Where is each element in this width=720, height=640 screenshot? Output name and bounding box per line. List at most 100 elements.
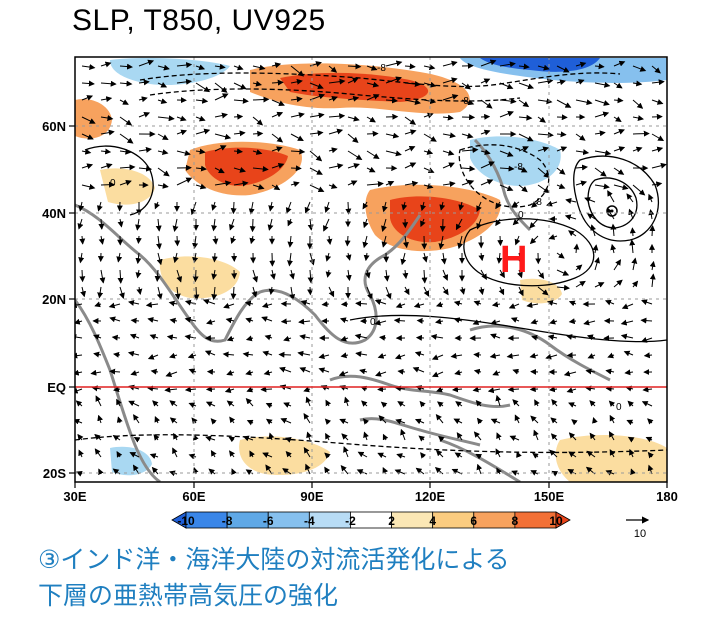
wind-vector (437, 401, 444, 408)
wind-vector (531, 201, 539, 208)
caption: ③インド洋・海洋大陸の対流活発化による 下層の亜熱帯高気圧の強化 (38, 542, 718, 614)
wind-vector (438, 235, 445, 250)
wind-vector (620, 319, 634, 326)
wind-vector (518, 286, 524, 297)
wind-vector (290, 165, 302, 172)
wind-vector (480, 179, 494, 186)
wind-vector (169, 317, 178, 324)
wind-vector (195, 165, 207, 172)
wind-vector (473, 368, 482, 375)
wind-vector (490, 333, 501, 340)
shade-warm-north-core (280, 72, 429, 102)
wind-vector (609, 414, 616, 424)
wind-vector (267, 218, 274, 231)
wind-vector (575, 61, 587, 68)
wind-vector (157, 64, 170, 71)
wind-vector (604, 299, 615, 306)
wind-vector (224, 387, 235, 393)
wind-vector (246, 419, 254, 426)
wind-vector (547, 334, 558, 341)
wind-vector (347, 115, 360, 122)
wind-vector (556, 65, 570, 73)
wind-vector (157, 182, 169, 189)
wind-vector (129, 452, 140, 458)
lon-label-60e: 60E (182, 489, 205, 504)
wind-vector (568, 402, 577, 408)
lon-label-30e: 30E (63, 489, 86, 504)
colorbar-tick-label: -4 (304, 514, 315, 528)
wind-vector (379, 334, 387, 341)
wind-vector (252, 116, 264, 126)
wind-vector (263, 369, 273, 376)
wind-vector (556, 167, 566, 175)
wind-vector (324, 418, 332, 425)
wind-vector (347, 63, 362, 70)
wind-vector (81, 64, 96, 70)
wind-vector (325, 432, 331, 441)
wind-vector (347, 95, 360, 102)
wind-vector (613, 60, 626, 67)
wind-vector (113, 351, 121, 358)
wind-vector (480, 78, 491, 84)
wind-vector (75, 387, 83, 394)
wind-vector (100, 148, 112, 155)
wind-vector (204, 350, 216, 356)
caption-line-1: ③インド洋・海洋大陸の対流活発化による (38, 545, 510, 574)
wind-vector (383, 269, 390, 282)
wind-vector (328, 183, 338, 189)
wind-vector (649, 225, 656, 237)
wind-vector (628, 208, 634, 220)
wind-vector (613, 167, 625, 175)
wind-vector (324, 201, 331, 213)
wind-vector (423, 286, 430, 297)
wind-vector (260, 386, 273, 393)
wind-vector (400, 252, 407, 266)
wind-vector (609, 449, 616, 458)
wind-vector (100, 115, 114, 121)
wind-vector (629, 448, 635, 458)
wind-vector (328, 286, 335, 298)
wind-vector (366, 81, 380, 88)
wind-vector (537, 64, 550, 71)
wind-vector (304, 201, 311, 214)
wind-vector (252, 64, 266, 71)
wind-vector (475, 399, 482, 407)
wind-vector (623, 350, 634, 357)
wind-vector (496, 467, 502, 475)
wind-vector (377, 452, 387, 459)
wind-vector (419, 400, 426, 408)
wind-vector (394, 353, 406, 360)
wind-vector (252, 166, 269, 172)
wind-vector (461, 132, 474, 139)
wind-vector (176, 269, 183, 283)
wind-vector (328, 113, 346, 120)
wind-vector (404, 129, 417, 136)
wind-vector (290, 65, 305, 77)
wind-vector (225, 317, 235, 324)
wind-vector (586, 334, 596, 341)
wind-vector (345, 252, 352, 261)
wind-vector (156, 286, 163, 300)
wind-vector (564, 214, 577, 221)
wind-vector (229, 450, 235, 458)
wind-vector (138, 112, 151, 118)
wind-vector (119, 80, 133, 87)
wind-vector (518, 63, 530, 70)
chart-title: SLP, T850, UV925 (72, 4, 326, 37)
wind-vector (518, 82, 535, 90)
lat-label-20s: 20S (43, 466, 66, 481)
wind-vector (210, 418, 217, 425)
wind-vector (381, 201, 388, 213)
wind-vector (435, 449, 444, 458)
wind-vector (499, 165, 515, 172)
wind-vector (537, 78, 554, 85)
wind-vector (605, 470, 615, 476)
wind-vector (77, 218, 84, 230)
wind-vector (476, 218, 482, 230)
wind-vector (157, 133, 169, 140)
axis-ticks (69, 125, 668, 488)
wind-vector (214, 145, 227, 152)
wind-vector (594, 130, 606, 137)
wind-vector (188, 453, 197, 460)
colorbar: -10 -8 -6 -4 -2 2 4 6 8 10 (171, 511, 571, 529)
